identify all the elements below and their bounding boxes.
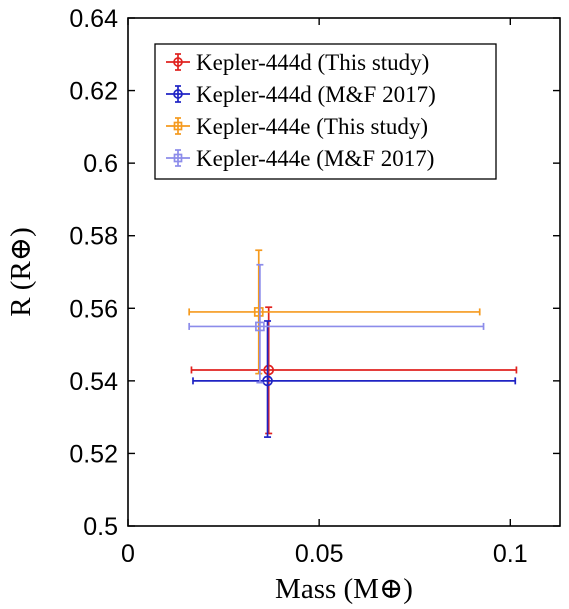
series-0	[190, 306, 518, 435]
series-1	[192, 320, 517, 438]
x-tick-label-1: 0.05	[295, 540, 344, 568]
x-axis-label: Mass (M⊕)	[275, 573, 413, 605]
y-tick-label-5: 0.6	[83, 150, 118, 178]
legend-marker-2	[173, 121, 183, 131]
legend-item-1: Kepler-444d (M&F 2017)	[166, 82, 436, 107]
legend-item-0: Kepler-444d (This study)	[166, 50, 429, 75]
axes-frame	[127, 17, 561, 527]
y-tick-label-1: 0.52	[69, 440, 118, 468]
data-point-0	[263, 364, 275, 376]
ticks	[127, 17, 560, 527]
legend-box	[154, 43, 497, 180]
tick-labels: 0 0.05 0.1 0.5 0.52 0.54 0.56 0.58 0.6 0.62 0.64	[69, 5, 527, 568]
y-axis-label: R (R⊕)	[5, 227, 37, 317]
legend-marker-3	[173, 153, 183, 163]
legend-label-0: Kepler-444d (This study)	[196, 50, 429, 75]
y-tick-label-7: 0.64	[69, 5, 118, 33]
y-tick-label-4: 0.58	[69, 223, 118, 251]
series-3	[188, 263, 485, 384]
data-point-3	[255, 321, 265, 332]
series-2	[188, 249, 481, 375]
legend: Kepler-444d (This study) Kepler-444d (M&F…	[154, 43, 497, 180]
legend-item-3: Kepler-444e (M&F 2017)	[166, 146, 434, 171]
data-point-2	[253, 307, 264, 317]
y-tick-label-0: 0.5	[83, 513, 118, 541]
legend-marker-0	[173, 57, 183, 67]
y-tick-label-2: 0.54	[69, 368, 118, 396]
x-tick-label-0: 0	[121, 540, 135, 568]
y-tick-label-6: 0.62	[69, 78, 118, 106]
legend-label-2: Kepler-444e (This study)	[196, 114, 428, 139]
data-point-1	[262, 375, 273, 387]
x-tick-label-2: 0.1	[493, 540, 528, 568]
y-tick-label-3: 0.56	[69, 295, 118, 323]
legend-label-1: Kepler-444d (M&F 2017)	[196, 82, 436, 107]
legend-label-3: Kepler-444e (M&F 2017)	[196, 146, 434, 171]
legend-marker-1	[173, 89, 183, 99]
plot-marks	[188, 249, 518, 438]
legend-item-2: Kepler-444e (This study)	[166, 114, 428, 139]
